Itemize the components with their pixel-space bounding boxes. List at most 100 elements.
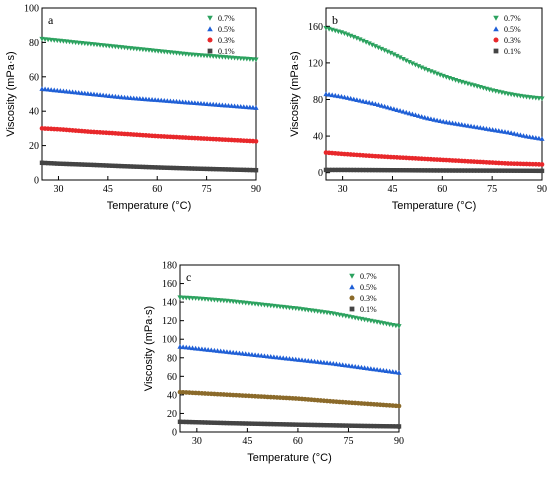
data-point bbox=[382, 167, 387, 173]
data-point bbox=[201, 166, 207, 172]
data-point bbox=[533, 135, 539, 140]
y-tick-label: 40 bbox=[313, 132, 323, 143]
data-point bbox=[393, 369, 399, 375]
series-0.5% bbox=[323, 91, 545, 141]
data-point bbox=[208, 347, 214, 353]
data-point bbox=[110, 163, 115, 168]
data-point bbox=[437, 118, 443, 124]
data-point bbox=[134, 164, 139, 169]
data-point bbox=[326, 91, 332, 97]
data-point bbox=[326, 167, 332, 173]
legend: 0.7% 0.5% 0.3% 0.1% bbox=[493, 14, 521, 56]
data-point bbox=[338, 93, 345, 99]
data-point bbox=[327, 360, 333, 366]
data-point bbox=[152, 165, 158, 170]
data-point bbox=[449, 120, 456, 126]
data-point bbox=[403, 109, 409, 115]
data-point bbox=[505, 129, 511, 135]
data-point bbox=[186, 345, 192, 350]
data-point bbox=[391, 106, 397, 112]
data-point bbox=[221, 348, 227, 354]
data-point bbox=[220, 167, 225, 172]
data-point bbox=[205, 420, 211, 425]
data-point bbox=[277, 355, 283, 360]
y-tick-label: 0 bbox=[172, 428, 177, 439]
y-tick-label: 20 bbox=[167, 409, 177, 420]
y-tick-label: 100 bbox=[24, 4, 39, 15]
data-point bbox=[323, 167, 329, 173]
data-point bbox=[474, 124, 480, 130]
legend-entry: 0.7% bbox=[360, 272, 377, 281]
data-point bbox=[196, 346, 202, 351]
data-point bbox=[358, 364, 365, 370]
panel-label: b bbox=[332, 13, 338, 27]
data-point bbox=[496, 128, 502, 133]
data-point bbox=[378, 103, 385, 108]
data-point bbox=[363, 99, 369, 105]
y-axis-title: Viscosity (mPa·s) bbox=[143, 306, 155, 391]
data-point bbox=[116, 163, 121, 169]
data-point bbox=[368, 423, 374, 429]
data-point bbox=[334, 423, 339, 428]
data-point bbox=[496, 168, 502, 173]
data-point bbox=[354, 97, 360, 102]
data-point bbox=[378, 423, 383, 429]
y-tick-label: 120 bbox=[162, 316, 177, 327]
data-point bbox=[394, 53, 400, 59]
data-point bbox=[218, 420, 223, 426]
data-point bbox=[309, 422, 314, 428]
data-point bbox=[360, 167, 366, 173]
x-axis-title: Temperature (°C) bbox=[392, 200, 476, 212]
data-point bbox=[373, 167, 378, 173]
chart-panel-b: 30 45 60 75 90 0 40 80 120 160 Temperature (°C) Vis… bbox=[289, 7, 547, 212]
data-point bbox=[94, 162, 100, 168]
data-point bbox=[162, 165, 167, 170]
series-0.7% bbox=[177, 295, 402, 329]
data-point bbox=[103, 163, 109, 168]
legend-marker bbox=[493, 15, 499, 21]
data-point bbox=[376, 167, 381, 173]
data-point bbox=[193, 420, 198, 425]
data-point bbox=[79, 162, 84, 167]
legend-entry: 0.3% bbox=[504, 36, 521, 45]
data-point bbox=[406, 60, 412, 65]
data-point bbox=[428, 168, 434, 173]
data-point bbox=[422, 66, 428, 72]
data-point bbox=[262, 421, 267, 427]
data-point bbox=[391, 168, 397, 173]
legend-entry: 0.1% bbox=[360, 305, 377, 314]
data-point bbox=[396, 324, 402, 329]
data-point bbox=[315, 422, 320, 428]
data-point bbox=[315, 359, 321, 364]
data-point bbox=[258, 353, 264, 358]
data-point bbox=[212, 420, 217, 425]
data-point bbox=[240, 421, 245, 426]
data-point bbox=[357, 37, 363, 43]
data-point bbox=[360, 98, 366, 104]
series-0.7% bbox=[39, 36, 259, 63]
data-point bbox=[211, 347, 218, 353]
data-point bbox=[530, 134, 536, 140]
data-point bbox=[329, 92, 335, 98]
data-point bbox=[520, 133, 527, 138]
y-tick-label: 80 bbox=[313, 95, 323, 106]
legend-entry: 0.5% bbox=[504, 25, 521, 34]
data-point bbox=[351, 96, 357, 102]
legend-entry: 0.5% bbox=[218, 25, 235, 34]
data-point bbox=[312, 422, 317, 428]
data-point bbox=[493, 168, 498, 173]
data-point bbox=[76, 162, 81, 167]
series-0.3% bbox=[177, 389, 402, 409]
data-point bbox=[323, 91, 329, 97]
data-point bbox=[159, 165, 164, 170]
x-tick-label: 60 bbox=[293, 436, 303, 447]
legend-entry: 0.5% bbox=[360, 283, 377, 292]
legend-marker bbox=[349, 306, 355, 312]
data-point bbox=[67, 161, 72, 167]
data-point bbox=[375, 102, 382, 107]
data-point bbox=[113, 163, 118, 169]
data-point bbox=[149, 165, 155, 170]
y-tick-label: 140 bbox=[162, 298, 177, 309]
legend-marker bbox=[207, 37, 213, 43]
